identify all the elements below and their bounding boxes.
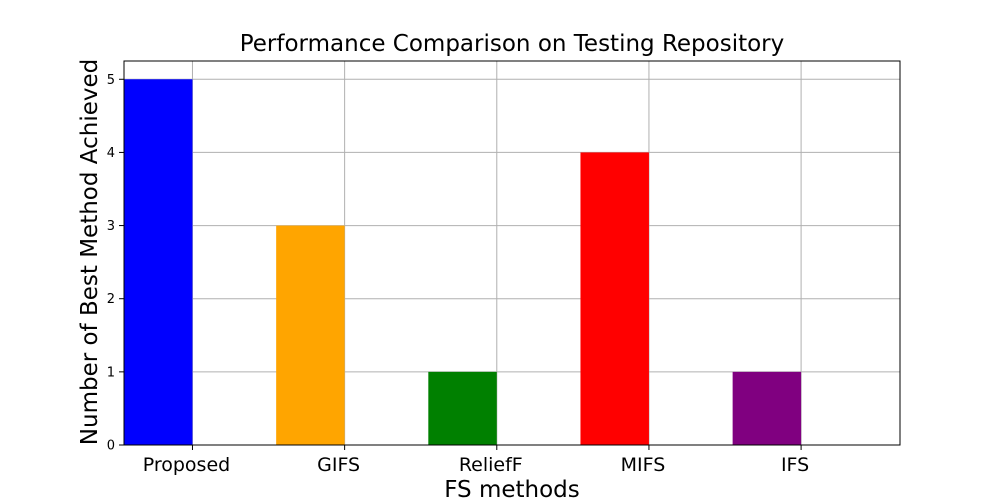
x-tick-label: MIFS xyxy=(621,454,666,476)
ticks-layer: 0 1 2 3 4 5 Proposed GIFS ReliefF MIFS IFS xyxy=(107,73,810,476)
y-axis-title: Number of Best Method Achieved xyxy=(77,59,103,445)
bar-gifs xyxy=(276,225,345,445)
x-axis-title: FS methods xyxy=(444,477,580,500)
bar-ifs xyxy=(732,371,802,445)
bar-relieff xyxy=(428,371,497,445)
y-tick-label: 2 xyxy=(107,292,115,307)
x-tick-label: Proposed xyxy=(143,454,230,476)
x-tick-label: IFS xyxy=(781,454,809,476)
y-tick-label: 5 xyxy=(107,73,115,88)
y-tick-label: 1 xyxy=(107,365,115,380)
y-tick-label: 0 xyxy=(107,439,115,454)
x-tick-label: GIFS xyxy=(317,454,360,476)
plot-frame xyxy=(123,60,901,446)
chart-title: Performance Comparison on Testing Reposi… xyxy=(240,31,785,57)
x-tick-label: ReliefF xyxy=(459,454,523,476)
bar-mifs xyxy=(580,152,649,445)
bar-proposed xyxy=(124,79,193,446)
y-tick-label: 4 xyxy=(107,146,115,161)
bars-layer xyxy=(124,79,802,446)
y-tick-label: 3 xyxy=(107,219,115,234)
